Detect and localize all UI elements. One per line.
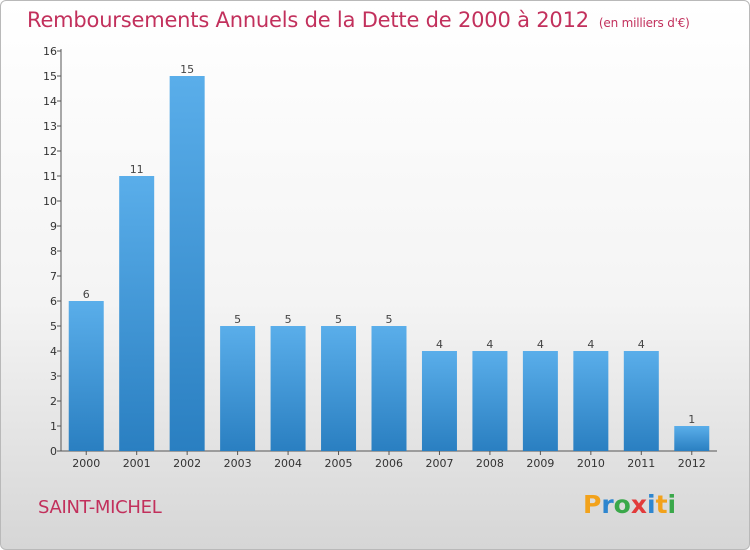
proxiti-logo: Proxiti (583, 490, 676, 519)
x-tick-label: 2012 (678, 457, 706, 470)
y-tick-label: 7 (50, 270, 57, 283)
x-tick-label: 2001 (123, 457, 151, 470)
bar-value-label: 5 (285, 313, 292, 326)
bar (270, 326, 306, 451)
bar-value-label: 4 (638, 338, 645, 351)
logo-letter: i (647, 490, 656, 519)
x-tick-label: 2011 (627, 457, 655, 470)
x-tick-label: 2010 (577, 457, 605, 470)
bar (674, 426, 710, 451)
y-tick-label: 3 (50, 370, 57, 383)
bar-value-label: 5 (234, 313, 241, 326)
y-tick-label: 13 (43, 120, 57, 133)
x-tick-label: 2002 (173, 457, 201, 470)
x-tick-label: 2008 (476, 457, 504, 470)
logo-letter: t (655, 490, 668, 519)
bar (371, 326, 407, 451)
y-tick-label: 2 (50, 395, 57, 408)
y-tick-label: 12 (43, 145, 57, 158)
bar-value-label: 1 (688, 413, 695, 426)
logo-letter: o (613, 490, 631, 519)
y-tick-label: 5 (50, 320, 57, 333)
bar-value-label: 4 (486, 338, 493, 351)
y-tick-label: 16 (43, 45, 57, 58)
bar (68, 301, 104, 451)
x-tick-label: 2000 (72, 457, 100, 470)
x-tick-label: 2003 (224, 457, 252, 470)
bar (119, 176, 155, 451)
y-tick-label: 1 (50, 420, 57, 433)
x-tick-label: 2006 (375, 457, 403, 470)
bar-value-label: 5 (386, 313, 393, 326)
y-tick-label: 8 (50, 245, 57, 258)
bar-value-label: 15 (180, 63, 194, 76)
x-tick-label: 2009 (526, 457, 554, 470)
y-tick-label: 6 (50, 295, 57, 308)
bar-value-label: 4 (587, 338, 594, 351)
logo-letter: i (667, 490, 677, 519)
chart-title: Remboursements Annuels de la Dette de 20… (27, 8, 690, 32)
bar-value-label: 5 (335, 313, 342, 326)
x-tick-label: 2005 (325, 457, 353, 470)
bar-value-label: 4 (537, 338, 544, 351)
commune-name: SAINT-MICHEL (38, 497, 162, 518)
bar (220, 326, 256, 451)
bar (623, 351, 659, 451)
bar (169, 76, 205, 451)
y-tick-label: 14 (43, 95, 57, 108)
y-tick-label: 0 (50, 445, 57, 458)
y-tick-label: 4 (50, 345, 57, 358)
y-tick-label: 11 (43, 170, 57, 183)
logo-letter: P (583, 490, 602, 519)
y-tick-label: 9 (50, 220, 57, 233)
y-tick-label: 15 (43, 70, 57, 83)
logo-letter: x (630, 490, 647, 519)
bar (421, 351, 457, 451)
bar-value-label: 6 (83, 288, 90, 301)
bar (321, 326, 357, 451)
chart-title-text: Remboursements Annuels de la Dette de 20… (27, 8, 589, 32)
x-tick-label: 2007 (425, 457, 453, 470)
bar-layer: 6 11 15 5 5 5 5 4 4 4 4 4 1 (68, 63, 710, 451)
x-tick-label: 2004 (274, 457, 302, 470)
bar-value-label: 4 (436, 338, 443, 351)
bar-value-label: 11 (130, 163, 144, 176)
y-tick-label: 10 (43, 195, 57, 208)
logo-letter: r (601, 490, 614, 519)
bar (472, 351, 508, 451)
chart-unit: (en milliers d'€) (598, 16, 690, 30)
bar (522, 351, 558, 451)
bar (573, 351, 609, 451)
